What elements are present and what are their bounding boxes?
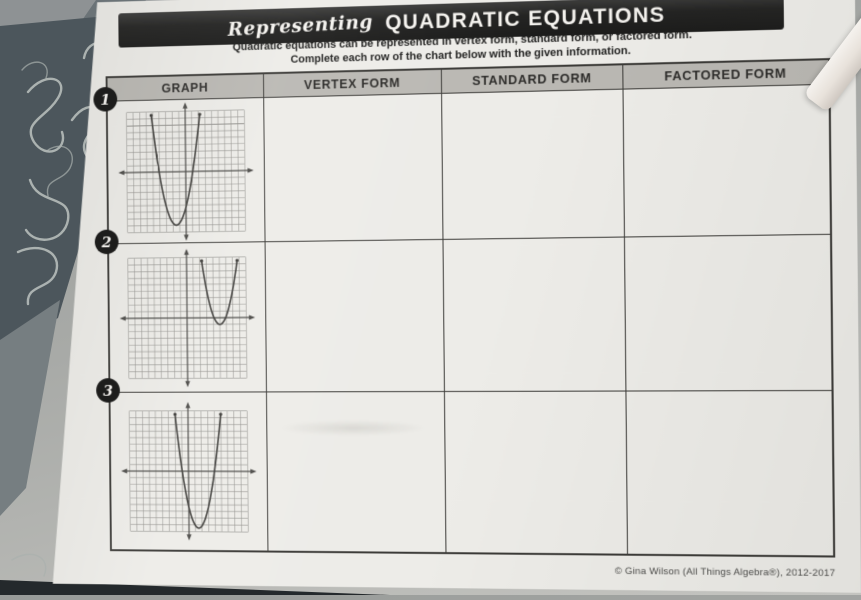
- vertex-form-cell-row2: [266, 240, 445, 393]
- vertex-form-cell-row3: [267, 392, 447, 552]
- parabola-graph-row2: [119, 247, 257, 388]
- copyright-credit: © Gina Wilson (All Things Algebra®), 201…: [110, 561, 835, 579]
- title-script: Representing: [228, 10, 374, 40]
- chart-table: GRAPH VERTEX FORM STANDARD FORM FACTORED…: [106, 58, 836, 557]
- vertex-form-cell-row1: [264, 94, 443, 242]
- factored-form-cell-row2: [625, 235, 832, 392]
- worksheet-paper: Representing QUADRATIC EQUATIONS Quadrat…: [35, 0, 861, 593]
- standard-form-cell-row1: [442, 90, 625, 240]
- parabola-graph-row3: [120, 401, 258, 541]
- graph-cell-row1: [108, 98, 266, 244]
- graph-cell-row2: [109, 242, 267, 393]
- factored-form-cell-row1: [624, 85, 830, 238]
- factored-form-cell-row3: [626, 391, 833, 555]
- parabola-graph-row1: [117, 100, 255, 242]
- row-number-badge-3: 3: [96, 378, 120, 402]
- faint-pencil-smudge: [280, 420, 428, 436]
- photo-scene: Representing QUADRATIC EQUATIONS Quadrat…: [0, 0, 861, 595]
- row-number-badge-2: 2: [95, 230, 119, 255]
- standard-form-cell-row2: [443, 238, 626, 392]
- standard-form-cell-row3: [445, 392, 628, 554]
- graph-cell-row3: [110, 392, 268, 550]
